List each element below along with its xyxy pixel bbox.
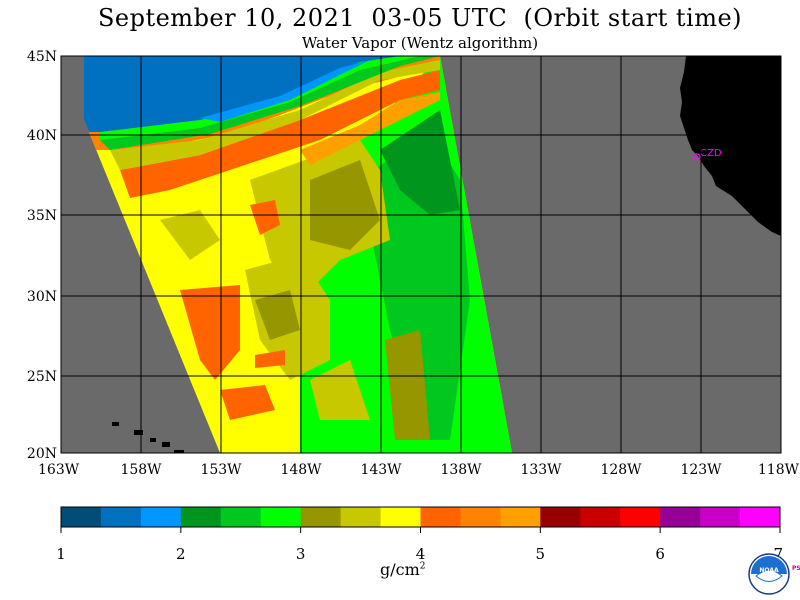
latitude-labels: 45N 40N 35N 30N 25N 20N — [27, 49, 57, 462]
colorbar-swatch — [580, 507, 621, 527]
coastline-land — [680, 56, 781, 236]
colorbar-swatch — [100, 507, 142, 527]
lon-label: 143W — [360, 462, 402, 478]
colorbar-swatch — [460, 507, 501, 527]
hawaiian-islands — [112, 422, 184, 453]
noaa-logo: NOAA — [748, 553, 790, 595]
lon-label: 163W — [38, 462, 80, 478]
station-marker: CZD — [693, 148, 722, 161]
colorbar-swatch — [260, 507, 302, 527]
lon-label: 133W — [520, 462, 562, 478]
lon-label: 148W — [280, 462, 322, 478]
colorbar-swatch — [740, 507, 781, 527]
colorbar-swatch — [140, 507, 182, 527]
colorbar-swatch — [500, 507, 541, 527]
page-title: September 10, 2021 03-05 UTC (Orbit star… — [97, 4, 743, 32]
colorbar-swatch — [300, 507, 342, 527]
colorbar-ticks: 1 2 3 4 5 6 7 — [56, 527, 783, 563]
unit-superscript: 2 — [419, 561, 426, 572]
lon-label: 153W — [200, 462, 242, 478]
colorbar-swatch — [540, 507, 581, 527]
graticule — [61, 56, 781, 453]
lat-label: 40N — [27, 128, 57, 144]
lon-label: 158W — [120, 462, 162, 478]
station-label: CZD — [700, 148, 722, 159]
longitude-labels: 163W 158W 153W 148W 143W 138W 133W 128W 123W 118W — [38, 462, 800, 478]
colorbar-swatch — [660, 507, 701, 527]
lat-label: 45N — [27, 49, 57, 65]
lon-label: 138W — [440, 462, 482, 478]
colorbar — [60, 506, 781, 528]
colorbar-swatch — [620, 507, 661, 527]
colorbar-tick-label: 3 — [296, 545, 306, 563]
colorbar-tick-label: 6 — [655, 545, 665, 563]
colorbar-tick-label: 7 — [773, 545, 783, 563]
lon-label: 123W — [680, 462, 722, 478]
colorbar-swatch — [380, 507, 421, 527]
colorbar-tick-label: 1 — [56, 545, 66, 563]
lat-label: 35N — [27, 208, 57, 224]
lon-label: 128W — [600, 462, 642, 478]
colorbar-swatch — [420, 507, 461, 527]
colorbar-swatch — [220, 507, 262, 527]
colorbar-tick-label: 5 — [536, 545, 546, 563]
satellite-swath — [84, 56, 512, 453]
noaa-logo-text: NOAA — [759, 567, 779, 574]
colorbar-swatch — [61, 507, 102, 527]
lon-label: 118W — [758, 462, 800, 478]
unit-text: g/cm — [380, 560, 420, 579]
psl-text: PSL — [792, 565, 800, 572]
lat-label: 30N — [27, 289, 57, 305]
colorbar-unit: g/cm2 — [380, 560, 426, 579]
colorbar-tick-label: 4 — [416, 545, 426, 563]
lat-label: 25N — [27, 369, 57, 385]
lat-label: 20N — [27, 446, 57, 462]
colorbar-swatch — [180, 507, 222, 527]
colorbar-tick-label: 2 — [176, 545, 186, 563]
map-frame — [60, 55, 782, 454]
colorbar-swatch — [700, 507, 741, 527]
page-subtitle: Water Vapor (Wentz algorithm) — [301, 34, 539, 52]
colorbar-swatch — [340, 507, 382, 527]
